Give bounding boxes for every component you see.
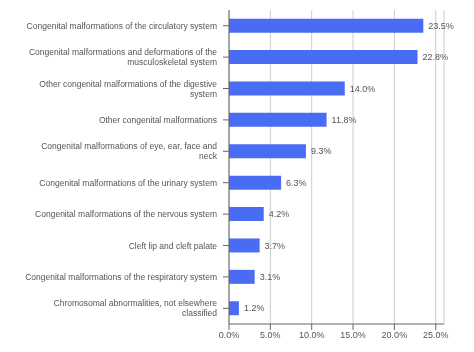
svg-text:3.1%: 3.1% <box>260 272 281 282</box>
svg-text:15.0%: 15.0% <box>340 330 366 340</box>
svg-text:6.3%: 6.3% <box>286 178 307 188</box>
svg-text:23.5%: 23.5% <box>428 21 454 31</box>
svg-text:1.2%: 1.2% <box>244 303 265 313</box>
svg-text:Other congenital malformations: Other congenital malformations <box>99 115 217 125</box>
svg-text:Congenital malformations of th: Congenital malformations of the circulat… <box>27 21 217 31</box>
svg-text:Cleft lip and cleft palate: Cleft lip and cleft palate <box>129 241 218 251</box>
svg-text:9.3%: 9.3% <box>311 146 332 156</box>
svg-text:10.0%: 10.0% <box>299 330 325 340</box>
svg-text:Congenital malformations of th: Congenital malformations of the nervous … <box>35 209 217 219</box>
svg-text:3.7%: 3.7% <box>265 241 286 251</box>
svg-text:0.0%: 0.0% <box>219 330 240 340</box>
svg-text:Congenital malformations of th: Congenital malformations of the respirat… <box>25 272 217 282</box>
svg-text:Congenital malformations of th: Congenital malformations of the urinary … <box>39 178 217 188</box>
svg-text:22.8%: 22.8% <box>423 52 449 62</box>
svg-text:25.0%: 25.0% <box>423 330 449 340</box>
svg-text:20.0%: 20.0% <box>382 330 408 340</box>
svg-text:14.0%: 14.0% <box>350 84 376 94</box>
svg-text:Congenital malformations and d: Congenital malformations and deformation… <box>29 47 217 67</box>
svg-text:4.2%: 4.2% <box>269 209 290 219</box>
svg-text:Congenital malformations of ey: Congenital malformations of eye, ear, fa… <box>41 141 218 161</box>
svg-text:11.8%: 11.8% <box>332 115 357 125</box>
svg-text:Other congenital malformations: Other congenital malformations of the di… <box>39 79 217 99</box>
svg-text:5.0%: 5.0% <box>260 330 281 340</box>
svg-text:Chromosomal abnormalities, not: Chromosomal abnormalities, not elsewhere… <box>54 298 218 318</box>
